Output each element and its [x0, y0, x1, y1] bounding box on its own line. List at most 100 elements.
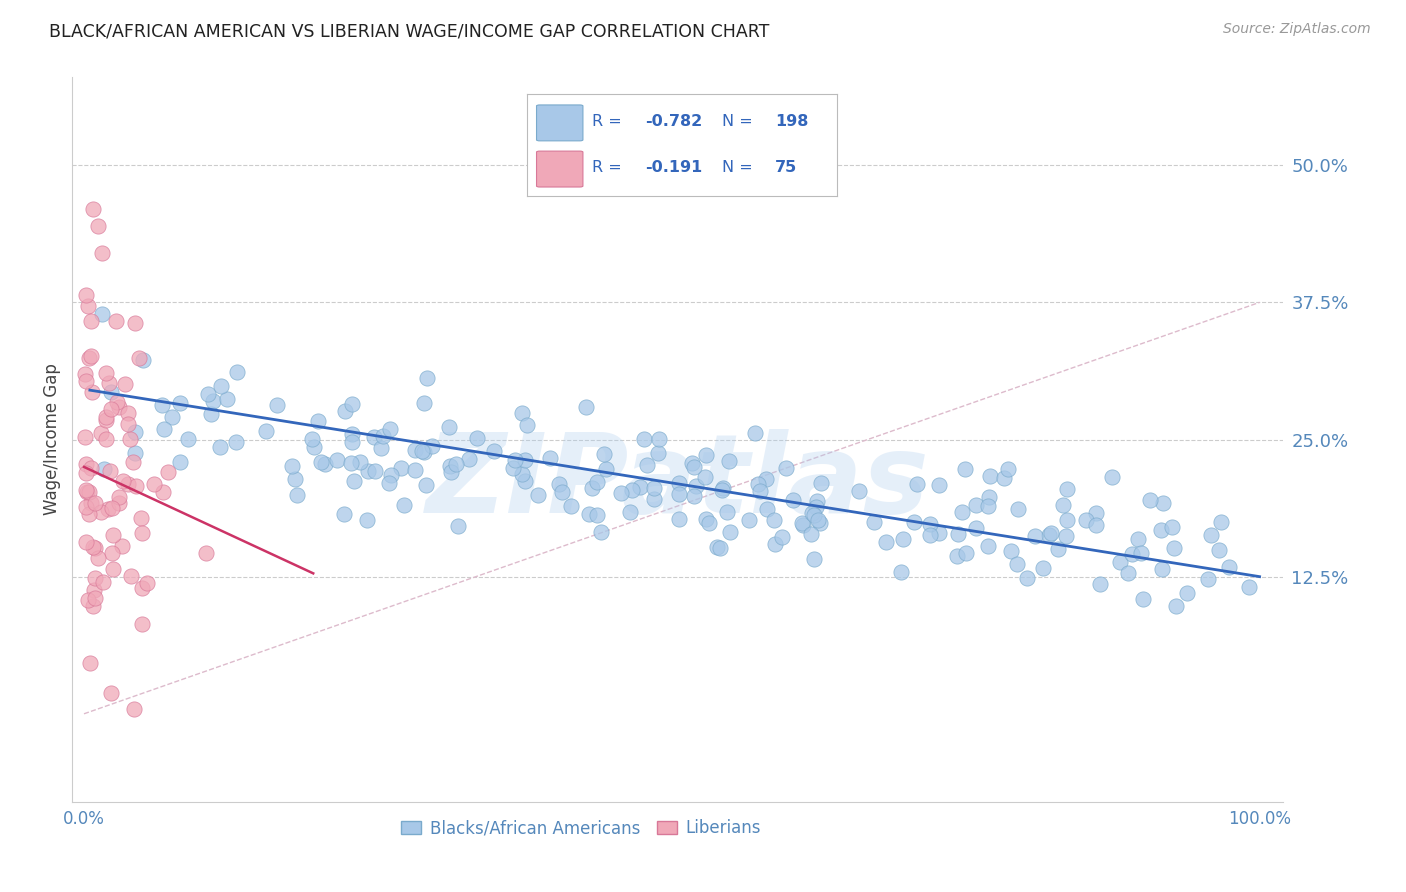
- Point: [98, 376, 121, 390]
- Point: [903, 515, 925, 529]
- Point: [349, 455, 371, 469]
- Point: [176, 432, 198, 446]
- Point: [124, 316, 146, 330]
- Point: [404, 462, 426, 476]
- Point: [79, 656, 101, 670]
- Point: [513, 453, 536, 467]
- FancyBboxPatch shape: [537, 151, 583, 187]
- Text: N =: N =: [723, 160, 758, 175]
- Point: [90, 426, 112, 441]
- Y-axis label: Wage/Income Gap: Wage/Income Gap: [44, 364, 60, 516]
- Point: [200, 407, 222, 421]
- Point: [378, 475, 401, 490]
- Point: [195, 546, 218, 560]
- Point: [1175, 586, 1198, 600]
- Point: [863, 515, 886, 529]
- Point: [1152, 495, 1174, 509]
- Point: [1121, 547, 1143, 561]
- Point: [302, 440, 325, 454]
- Point: [120, 433, 142, 447]
- Point: [848, 484, 870, 499]
- Point: [875, 535, 897, 549]
- Point: [83, 582, 105, 597]
- Point: [75, 466, 97, 480]
- Point: [120, 569, 142, 583]
- Point: [77, 507, 100, 521]
- Text: R =: R =: [592, 160, 627, 175]
- Point: [225, 435, 247, 450]
- Point: [775, 461, 797, 475]
- Point: [75, 368, 97, 382]
- Point: [82, 202, 104, 216]
- Point: [1199, 528, 1222, 542]
- Point: [94, 432, 117, 446]
- Text: 75: 75: [775, 160, 797, 175]
- Point: [538, 451, 561, 466]
- Point: [114, 376, 136, 391]
- Point: [589, 524, 612, 539]
- Point: [1024, 529, 1046, 543]
- Point: [169, 396, 191, 410]
- Point: [94, 412, 117, 426]
- Point: [100, 686, 122, 700]
- Point: [332, 507, 354, 521]
- Point: [801, 506, 824, 520]
- Point: [75, 500, 97, 515]
- Point: [131, 581, 153, 595]
- Point: [162, 409, 184, 424]
- Point: [97, 502, 120, 516]
- Point: [209, 379, 232, 393]
- Point: [333, 404, 356, 418]
- Point: [890, 565, 912, 579]
- Point: [738, 513, 761, 527]
- Point: [586, 475, 609, 490]
- Point: [117, 406, 139, 420]
- Point: [1208, 543, 1230, 558]
- Point: [1118, 566, 1140, 580]
- Point: [1101, 469, 1123, 483]
- Point: [918, 516, 941, 531]
- Point: [439, 420, 461, 434]
- Point: [1197, 573, 1219, 587]
- Point: [510, 467, 533, 482]
- Point: [75, 534, 97, 549]
- Point: [79, 485, 101, 500]
- Point: [945, 549, 967, 563]
- Point: [633, 433, 655, 447]
- Point: [413, 445, 436, 459]
- Point: [997, 462, 1019, 476]
- Point: [86, 550, 108, 565]
- Point: [80, 313, 103, 327]
- Point: [76, 592, 98, 607]
- Point: [1084, 518, 1107, 533]
- Point: [311, 455, 333, 469]
- Point: [1209, 515, 1232, 529]
- Point: [75, 287, 97, 301]
- Point: [513, 475, 536, 489]
- Point: [131, 525, 153, 540]
- Point: [782, 493, 804, 508]
- Point: [111, 539, 134, 553]
- Point: [1007, 502, 1029, 516]
- Point: [132, 352, 155, 367]
- Point: [1047, 542, 1070, 557]
- Legend: Blacks/African Americans, Liberians: Blacks/African Americans, Liberians: [395, 813, 768, 844]
- Point: [1130, 546, 1153, 560]
- Point: [117, 417, 139, 432]
- Point: [111, 474, 134, 488]
- Point: [1054, 529, 1077, 543]
- Point: [748, 483, 770, 498]
- Point: [82, 540, 104, 554]
- Point: [682, 489, 704, 503]
- Point: [108, 496, 131, 510]
- Point: [905, 476, 928, 491]
- Point: [415, 478, 437, 492]
- Point: [1032, 560, 1054, 574]
- Point: [810, 476, 832, 491]
- Point: [803, 552, 825, 566]
- Point: [100, 546, 122, 560]
- Point: [586, 508, 609, 522]
- Point: [225, 365, 247, 379]
- Point: [128, 351, 150, 365]
- Point: [370, 442, 392, 456]
